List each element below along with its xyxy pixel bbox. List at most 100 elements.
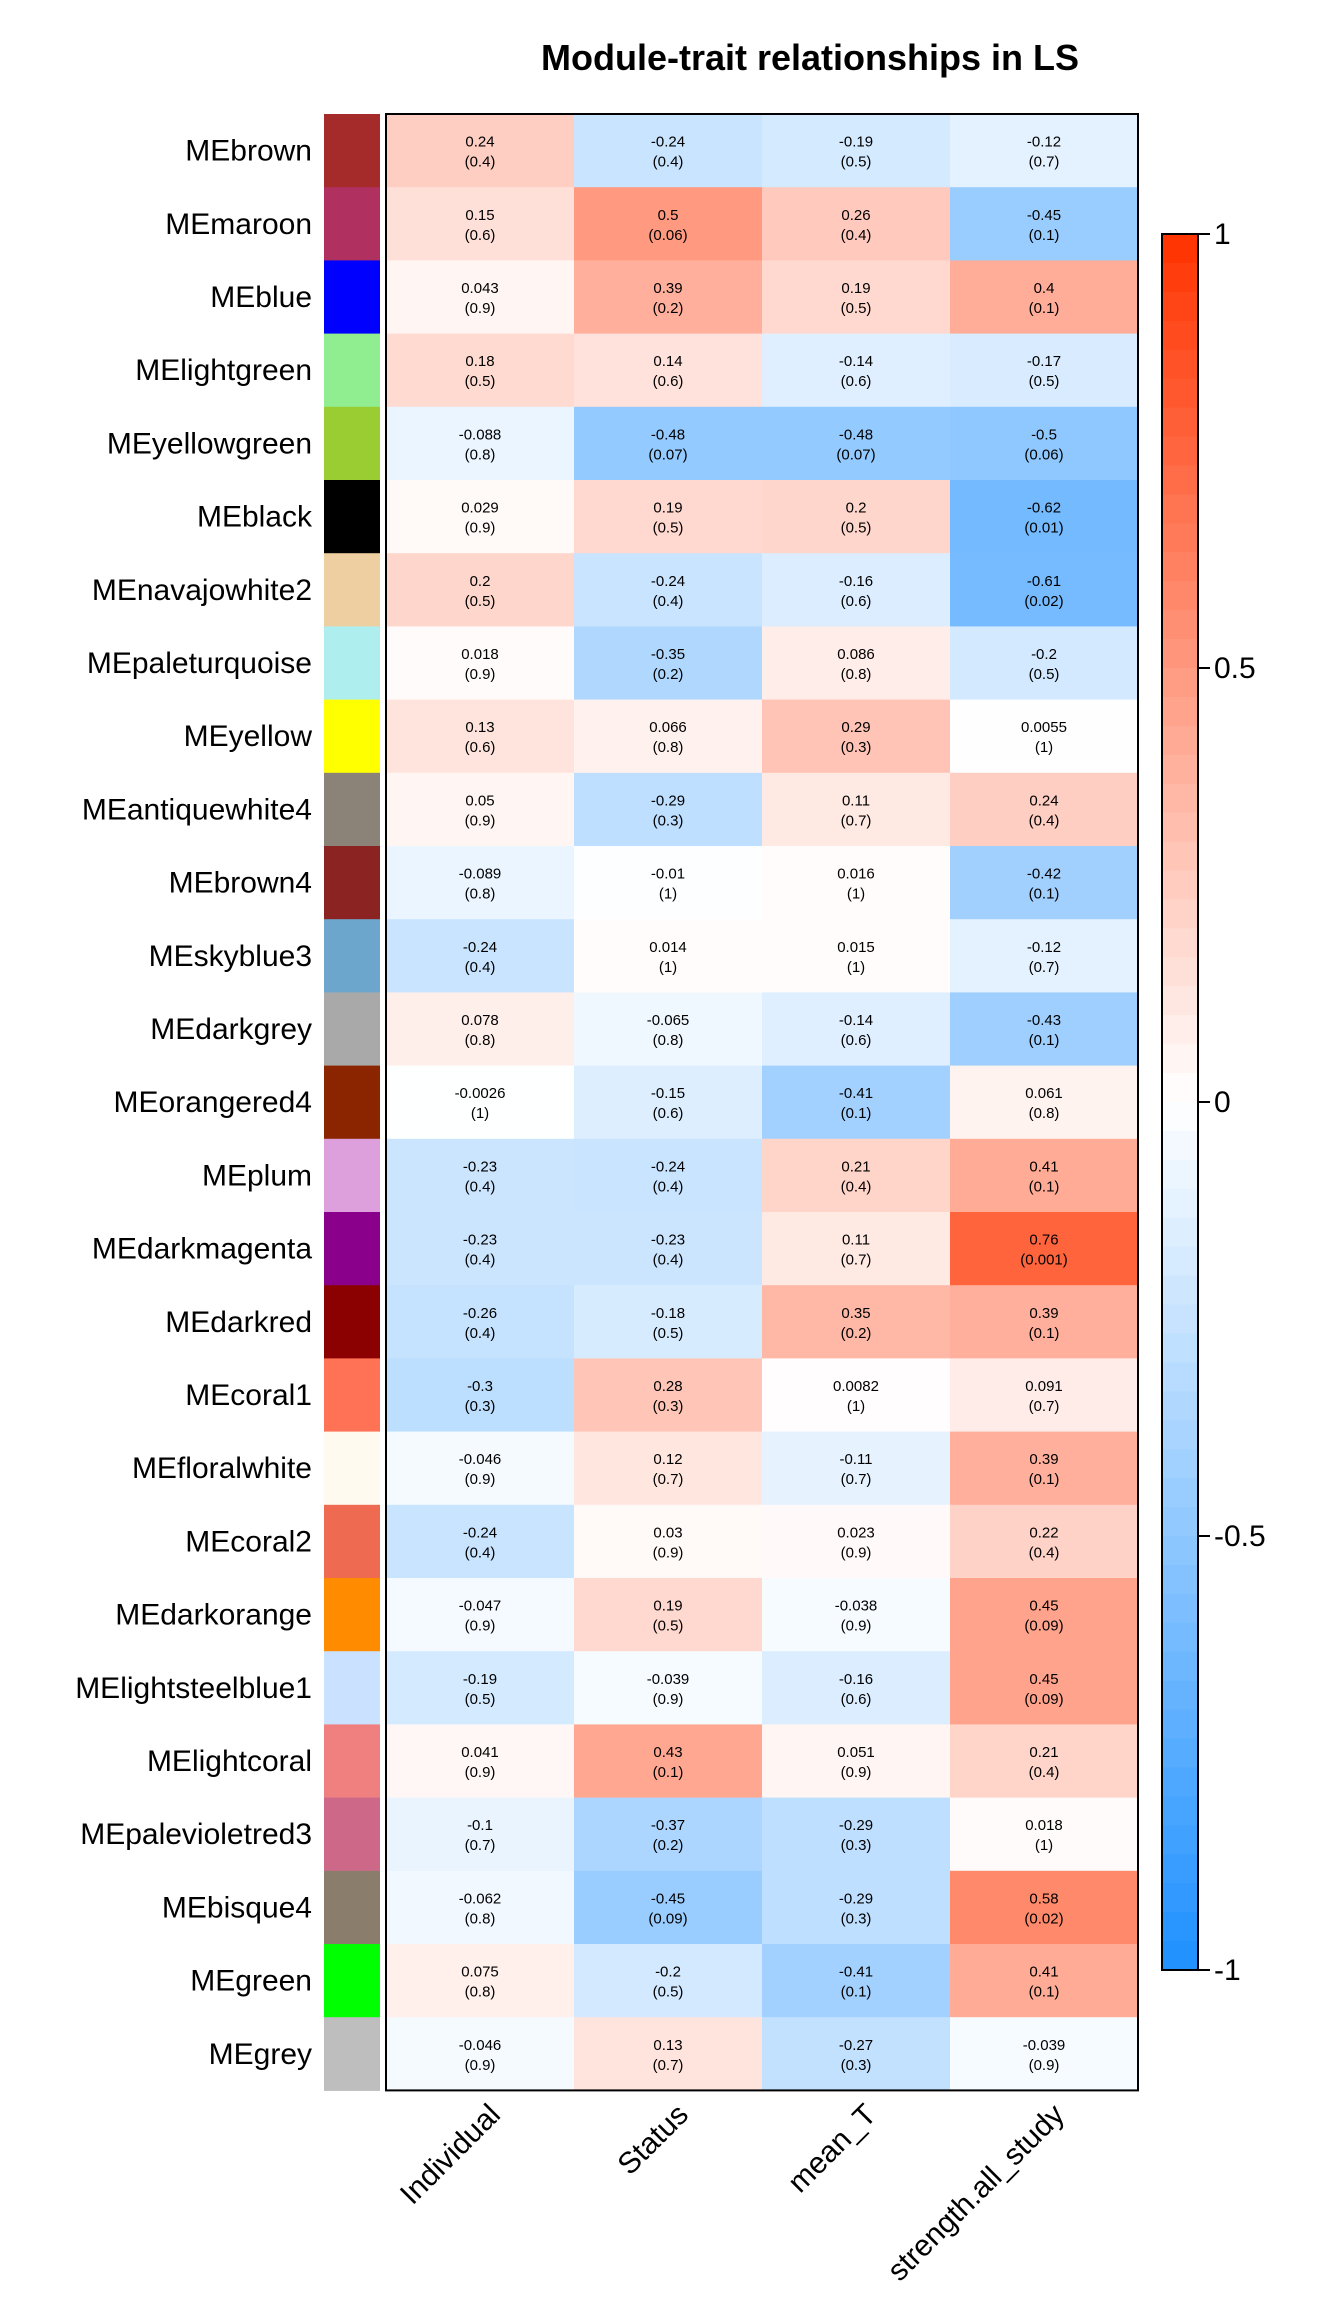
cell-pvalue: (0.4) <box>653 1178 684 1195</box>
cell-correlation: 0.043 <box>461 280 499 297</box>
cell-correlation: 0.018 <box>461 646 499 663</box>
cell-correlation: 0.19 <box>653 1598 682 1615</box>
cell-pvalue: (0.06) <box>648 227 687 244</box>
cell-pvalue: (0.7) <box>653 1471 684 1488</box>
cell-correlation: 0.0055 <box>1021 719 1067 736</box>
cell-pvalue: (0.4) <box>465 154 496 171</box>
heatmap-cell <box>574 772 763 847</box>
module-color-swatch <box>324 1358 380 1433</box>
cell-pvalue: (0.9) <box>653 1691 684 1708</box>
cell-pvalue: (0.6) <box>653 373 684 390</box>
cell-pvalue: (0.3) <box>841 1837 872 1854</box>
legend-swatch <box>1162 754 1198 785</box>
heatmap-cell <box>386 2017 575 2091</box>
legend-swatch <box>1162 783 1198 814</box>
cell-correlation: -0.43 <box>1027 1012 1061 1029</box>
heatmap-cell <box>574 1797 763 1872</box>
row-label: MEplum <box>202 1159 312 1192</box>
heatmap-cell <box>574 992 763 1067</box>
module-color-swatch <box>324 1870 380 1945</box>
cell-correlation: -0.37 <box>651 1817 685 1834</box>
cell-pvalue: (0.3) <box>841 2057 872 2074</box>
cell-pvalue: (0.1) <box>653 1764 684 1781</box>
cell-correlation: 0.051 <box>837 1744 875 1761</box>
cell-correlation: -0.29 <box>839 1817 873 1834</box>
legend-swatch <box>1162 725 1198 756</box>
legend-swatch <box>1162 1941 1198 1971</box>
heatmap-cell <box>762 626 951 701</box>
legend-swatch <box>1162 1709 1198 1740</box>
cell-pvalue: (0.9) <box>841 1618 872 1635</box>
cell-pvalue: (0.2) <box>841 1325 872 1342</box>
cell-pvalue: (0.6) <box>653 1105 684 1122</box>
cell-correlation: -0.45 <box>651 1890 685 1907</box>
legend-swatch <box>1162 1507 1198 1537</box>
heatmap-cell <box>386 1138 575 1213</box>
cell-correlation: -0.62 <box>1027 500 1061 517</box>
cell-pvalue: (0.7) <box>841 1471 872 1488</box>
cell-pvalue: (0.8) <box>653 1032 684 1049</box>
cell-pvalue: (0.5) <box>653 1984 684 2001</box>
legend-swatch <box>1162 928 1198 958</box>
cell-pvalue: (0.5) <box>465 593 496 610</box>
cell-pvalue: (0.4) <box>1029 1544 1060 1561</box>
cell-pvalue: (0.4) <box>465 1178 496 1195</box>
legend-swatch <box>1162 378 1198 409</box>
row-label: MEyellow <box>184 720 313 753</box>
heatmap-cell <box>950 1944 1139 2018</box>
heatmap-cell <box>950 1138 1139 1213</box>
heatmap-cell <box>386 1797 575 1872</box>
cell-correlation: 0.066 <box>649 719 687 736</box>
cell-pvalue: (0.8) <box>465 1984 496 2001</box>
cell-correlation: -0.17 <box>1027 353 1061 370</box>
cell-pvalue: (0.9) <box>1029 2057 1060 2074</box>
cell-correlation: 0.76 <box>1029 1232 1058 1249</box>
cell-correlation: 0.39 <box>653 280 682 297</box>
cell-correlation: -0.19 <box>839 134 873 151</box>
heatmap-cell <box>950 699 1139 774</box>
heatmap-cell <box>386 1065 575 1140</box>
heatmap-cell <box>574 1504 763 1579</box>
cell-correlation: -0.12 <box>1027 939 1061 956</box>
module-color-swatch <box>324 480 380 554</box>
row-label: MEorangered4 <box>114 1086 312 1119</box>
heatmap-cell <box>574 2017 763 2091</box>
cell-pvalue: (0.7) <box>653 2057 684 2074</box>
cell-pvalue: (1) <box>471 1105 489 1122</box>
heatmap-cell <box>574 406 763 481</box>
row-label: MEdarkred <box>165 1306 312 1339</box>
cell-correlation: -0.24 <box>463 939 497 956</box>
heatmap-cell <box>762 1212 951 1286</box>
legend-swatch <box>1162 523 1198 553</box>
row-label: MEpalevioletred3 <box>80 1818 312 1851</box>
cell-pvalue: (0.3) <box>841 1910 872 1927</box>
heatmap-cell <box>762 1431 951 1506</box>
heatmap-cell <box>762 1724 951 1799</box>
module-color-swatch <box>324 919 380 993</box>
cell-pvalue: (0.9) <box>465 1471 496 1488</box>
heatmap-cell <box>574 1724 763 1799</box>
cell-pvalue: (1) <box>847 886 865 903</box>
heatmap-cell <box>386 919 575 993</box>
module-color-swatch <box>324 1724 380 1799</box>
cell-pvalue: (0.07) <box>836 446 875 463</box>
module-color-swatch <box>324 553 380 627</box>
heatmap-cell <box>762 1504 951 1579</box>
cell-correlation: 0.13 <box>465 719 494 736</box>
legend-tick-label: -1 <box>1214 1954 1241 1987</box>
cell-pvalue: (0.4) <box>841 227 872 244</box>
cell-correlation: -0.088 <box>459 426 502 443</box>
heatmap-cell <box>762 2017 951 2091</box>
cell-pvalue: (0.4) <box>653 1252 684 1269</box>
row-label: MEskyblue3 <box>149 940 312 973</box>
cell-pvalue: (0.5) <box>841 154 872 171</box>
cell-pvalue: (0.4) <box>841 1178 872 1195</box>
column-label: Status <box>611 2098 694 2181</box>
heatmap-cell <box>950 846 1139 920</box>
cell-pvalue: (0.001) <box>1020 1252 1068 1269</box>
cell-pvalue: (0.01) <box>1024 520 1063 537</box>
legend-swatch <box>1162 1044 1198 1074</box>
cell-correlation: -0.14 <box>839 1012 873 1029</box>
heatmap-cell <box>762 1285 951 1359</box>
cell-pvalue: (0.6) <box>465 739 496 756</box>
